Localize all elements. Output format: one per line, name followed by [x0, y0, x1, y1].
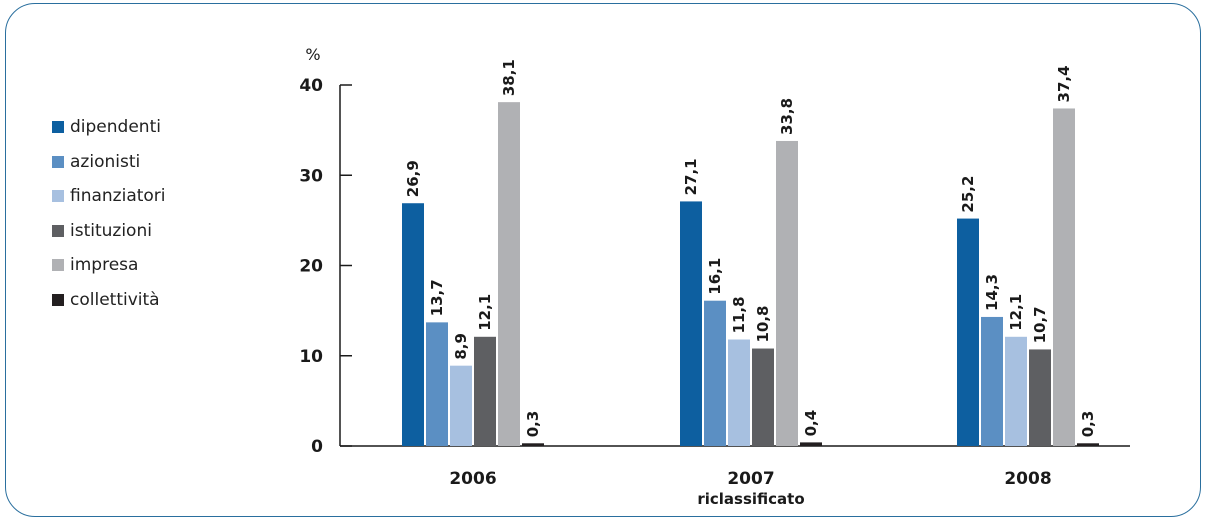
y-tick-label: 40: [299, 76, 323, 96]
legend-swatch: [52, 293, 64, 306]
legend-label: azionisti: [70, 151, 141, 172]
y-tick-label: 0: [311, 437, 323, 457]
value-labels: 26,9 13,7 8,9 12,1 38,1 0,3 27,1 16,1 11,8 10,8 33…: [404, 59, 1097, 437]
legend-item: finanziatori: [52, 179, 166, 214]
legend-item: azionisti: [52, 145, 166, 180]
bar-value-label: 12,1: [1007, 294, 1025, 331]
bar-value-label: 37,4: [1055, 65, 1073, 102]
bar: [981, 316, 1003, 446]
bar-value-label: 10,8: [754, 306, 772, 343]
legend-label: collettività: [70, 289, 160, 310]
bar-value-label: 38,1: [500, 59, 518, 96]
legend-item: collettività: [52, 283, 166, 318]
legend: dipendenti azionisti finanziatori istituzio…: [52, 110, 166, 317]
legend-swatch: [52, 121, 64, 134]
legend-swatch: [52, 224, 64, 237]
bar-value-label: 8,9: [452, 333, 470, 360]
legend-item: istituzioni: [52, 214, 166, 249]
y-tick-label: 30: [299, 166, 323, 186]
bar-value-label: 33,8: [778, 98, 796, 135]
bar-value-label: 11,8: [730, 296, 748, 333]
legend-swatch: [52, 259, 64, 272]
bar: [522, 443, 544, 446]
bar: [1077, 443, 1099, 446]
bar-value-label: 14,3: [983, 274, 1001, 311]
x-category-sublabel: riclassificato: [697, 490, 804, 508]
chart-frame: [5, 3, 1201, 517]
bar-value-label: 16,1: [706, 258, 724, 295]
bar: [728, 339, 750, 446]
bar: [776, 140, 798, 446]
bar: [402, 203, 424, 446]
bar-value-label: 13,7: [428, 279, 446, 316]
legend-item: dipendenti: [52, 110, 166, 145]
bar-value-label: 27,1: [682, 158, 700, 195]
bar: [957, 218, 979, 446]
x-category-label: 2006: [449, 469, 496, 489]
legend-swatch: [52, 190, 64, 203]
bar-value-label: 25,2: [959, 176, 977, 213]
bars: [402, 102, 1099, 447]
y-tick-label: 20: [299, 257, 323, 277]
bar-value-label: 0,3: [1079, 411, 1097, 438]
bar: [680, 201, 702, 446]
bar: [474, 336, 496, 446]
bar: [1029, 349, 1051, 446]
bar: [752, 348, 774, 446]
legend-swatch: [52, 155, 64, 168]
bar: [450, 365, 472, 446]
legend-label: istituzioni: [70, 220, 152, 241]
bar: [704, 300, 726, 446]
y-axis-unit-label: %: [305, 45, 320, 64]
bar: [800, 442, 822, 446]
bar-value-label: 12,1: [476, 294, 494, 331]
legend-item: impresa: [52, 248, 166, 283]
bar-value-label: 0,4: [802, 410, 820, 437]
bar-value-label: 10,7: [1031, 306, 1049, 343]
bar: [1053, 108, 1075, 446]
bar-value-label: 0,3: [524, 411, 542, 438]
y-tick-label: 10: [299, 347, 323, 367]
legend-label: dipendenti: [70, 117, 161, 138]
x-category-label: 2007: [727, 469, 774, 489]
bar: [426, 322, 448, 446]
bar-value-label: 26,9: [404, 160, 422, 197]
legend-label: finanziatori: [70, 186, 166, 207]
bar: [498, 102, 520, 447]
legend-label: impresa: [70, 255, 139, 276]
bar: [1005, 336, 1027, 446]
x-category-label: 2008: [1004, 469, 1051, 489]
